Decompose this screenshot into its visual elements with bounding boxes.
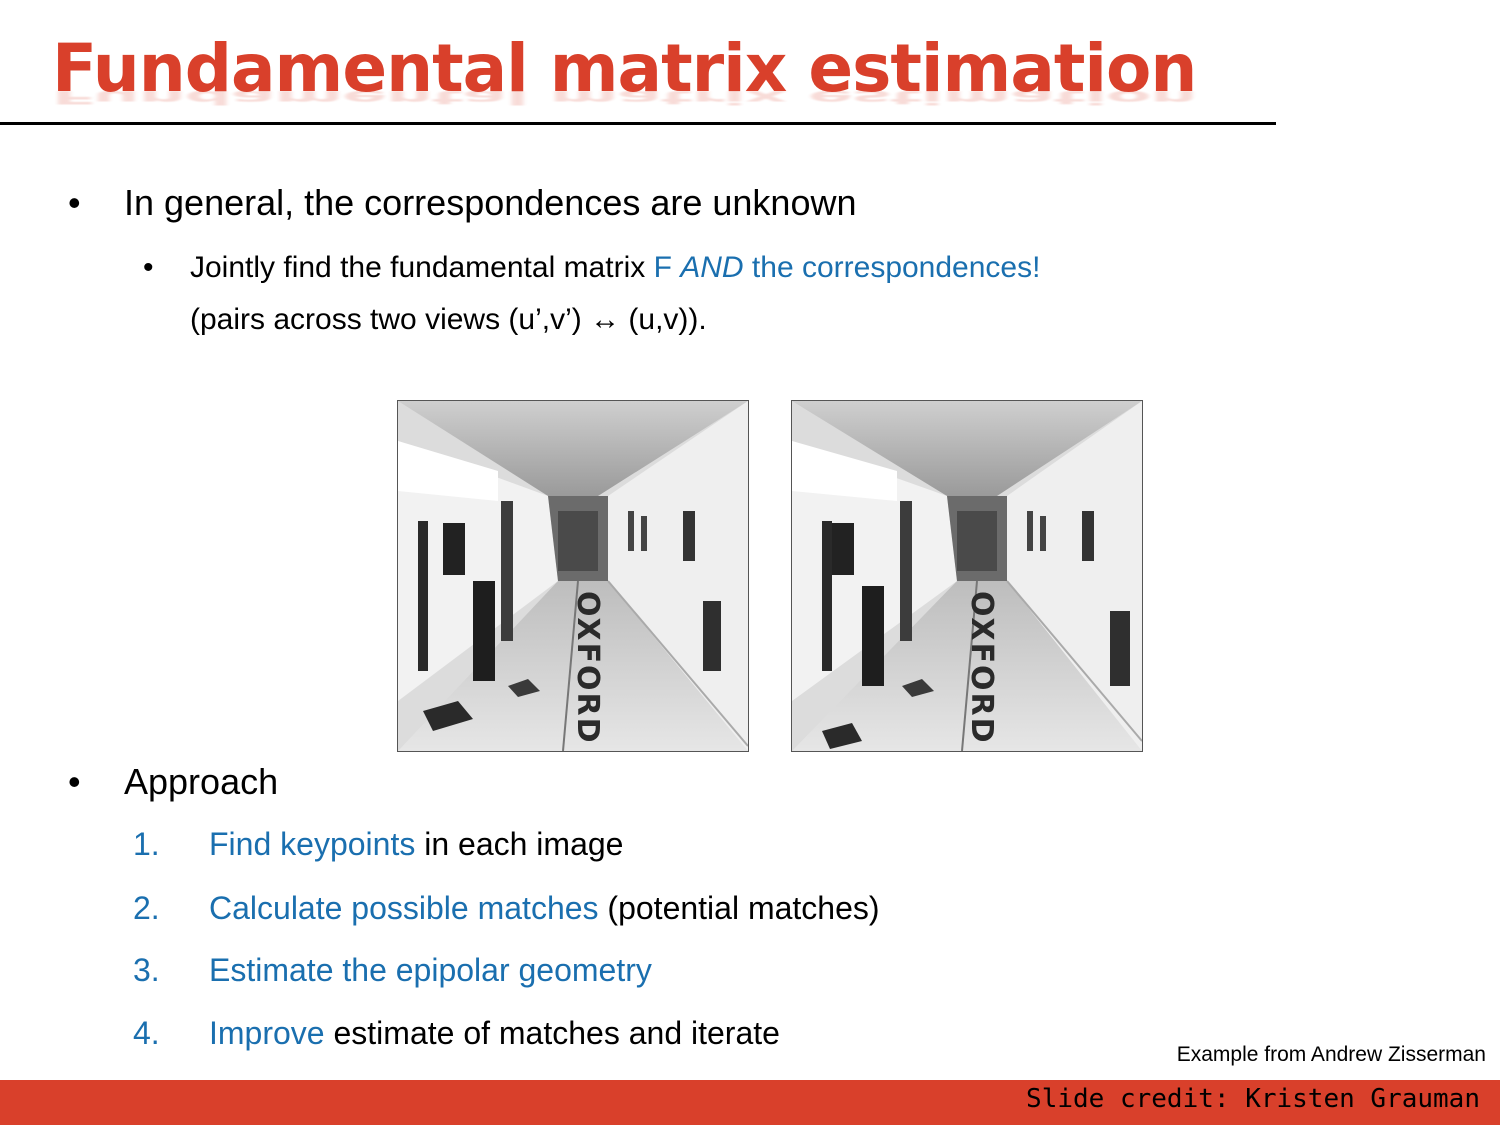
- sub-bullet-line-2: (pairs across two views (u’,v’) ↔ (u,v))…: [190, 303, 707, 336]
- step-highlight: Calculate possible matches: [209, 890, 599, 926]
- title-underline: [0, 122, 1276, 125]
- slide-title: Fundamental matrix estimation: [52, 30, 1197, 107]
- step-rest: in each image: [415, 826, 624, 862]
- title-reflection: Fundamental matrix estimation: [52, 86, 1197, 108]
- step-number: 2.: [133, 890, 160, 926]
- step-4: 4. Improve estimate of matches and iterat…: [133, 1015, 780, 1052]
- corridor-image-left: OXFORD: [397, 400, 749, 752]
- sub-bullet-dot: •: [143, 251, 154, 284]
- corridor-image-right: OXFORD: [791, 400, 1143, 752]
- slide-credit: Slide credit: Kristen Grauman: [1026, 1084, 1480, 1114]
- step-number: 3.: [133, 952, 160, 988]
- step-highlight: Improve: [209, 1015, 325, 1051]
- step-2: 2. Calculate possible matches (potential …: [133, 890, 880, 927]
- step-rest: (potential matches): [598, 890, 880, 926]
- step-1: 1. Find keypoints in each image: [133, 826, 623, 863]
- bullet-text: Approach: [124, 761, 279, 802]
- bullet-text: In general, the correspondences are unkn…: [124, 182, 857, 223]
- footer-bar: Slide credit: Kristen Grauman: [0, 1080, 1500, 1125]
- bullet-dot: •: [68, 761, 81, 802]
- step-3: 3. Estimate the epipolar geometry: [133, 952, 652, 989]
- step-highlight: Estimate the epipolar geometry: [209, 952, 652, 988]
- step-rest: estimate of matches and iterate: [324, 1015, 780, 1051]
- bullet-dot: •: [68, 182, 81, 223]
- step-number: 4.: [133, 1015, 160, 1051]
- sub-bullet-line-1: Jointly find the fundamental matrix F AN…: [190, 251, 1041, 284]
- floor-lettering-right: OXFORD: [964, 591, 999, 745]
- step-highlight: Find keypoints: [209, 826, 416, 862]
- step-number: 1.: [133, 826, 160, 862]
- floor-lettering-left: OXFORD: [570, 591, 605, 745]
- example-credit: Example from Andrew Zisserman: [1176, 1043, 1486, 1066]
